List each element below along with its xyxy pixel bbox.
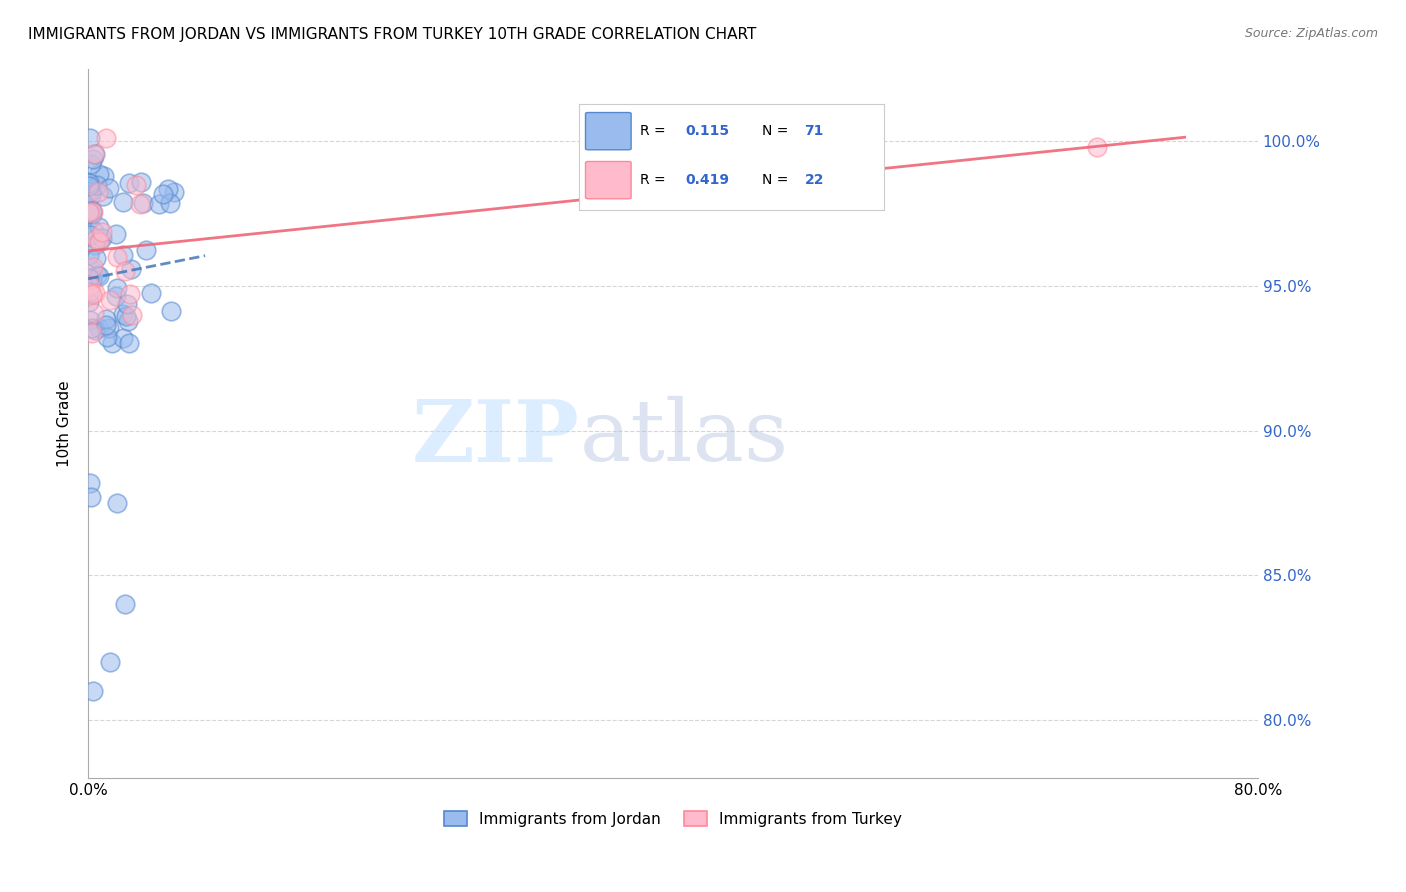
Point bbox=[132, 196, 155, 211]
Point bbox=[98, 293, 121, 308]
Point bbox=[82, 260, 104, 274]
Point bbox=[87, 321, 110, 335]
Point bbox=[87, 185, 110, 199]
Point bbox=[80, 262, 103, 277]
Point bbox=[96, 330, 118, 344]
Point bbox=[94, 318, 117, 332]
Point bbox=[111, 194, 134, 209]
Text: atlas: atlas bbox=[579, 396, 789, 479]
Point bbox=[94, 311, 117, 326]
Point bbox=[82, 287, 104, 301]
Point bbox=[118, 335, 141, 350]
Point bbox=[83, 323, 105, 337]
Point bbox=[82, 203, 104, 218]
Point bbox=[98, 181, 121, 195]
Point bbox=[152, 187, 174, 202]
Point bbox=[84, 147, 107, 161]
Point bbox=[82, 204, 104, 219]
Point bbox=[79, 312, 101, 326]
Point bbox=[79, 176, 101, 190]
Point bbox=[82, 684, 104, 698]
Point bbox=[80, 326, 103, 340]
Point bbox=[89, 268, 111, 283]
Point bbox=[125, 178, 148, 192]
Point bbox=[82, 204, 104, 219]
Point bbox=[129, 175, 152, 189]
Point bbox=[135, 243, 157, 257]
Point bbox=[80, 188, 103, 202]
Point bbox=[83, 306, 105, 320]
Point bbox=[160, 304, 183, 318]
Point bbox=[77, 176, 100, 190]
Point bbox=[77, 179, 100, 194]
Point bbox=[87, 234, 110, 248]
Point bbox=[105, 281, 128, 295]
Point bbox=[157, 181, 180, 195]
Point bbox=[1085, 139, 1108, 153]
Point bbox=[100, 335, 122, 350]
Point bbox=[79, 157, 101, 171]
Point bbox=[80, 320, 103, 334]
Point bbox=[114, 264, 136, 278]
Point bbox=[105, 250, 128, 264]
Point bbox=[77, 185, 100, 199]
Point bbox=[120, 262, 142, 277]
Point bbox=[118, 286, 141, 301]
Legend: Immigrants from Jordan, Immigrants from Turkey: Immigrants from Jordan, Immigrants from … bbox=[436, 803, 910, 834]
Point bbox=[98, 656, 121, 670]
Point bbox=[90, 225, 112, 239]
Point bbox=[79, 227, 101, 242]
Point bbox=[98, 321, 121, 335]
Point bbox=[84, 238, 107, 252]
Point bbox=[83, 223, 105, 237]
Text: IMMIGRANTS FROM JORDAN VS IMMIGRANTS FROM TURKEY 10TH GRADE CORRELATION CHART: IMMIGRANTS FROM JORDAN VS IMMIGRANTS FRO… bbox=[28, 27, 756, 42]
Point bbox=[77, 247, 100, 261]
Point bbox=[77, 295, 100, 310]
Point bbox=[80, 490, 103, 504]
Point bbox=[82, 272, 104, 286]
Point bbox=[79, 278, 101, 293]
Point bbox=[86, 178, 108, 192]
Y-axis label: 10th Grade: 10th Grade bbox=[58, 380, 72, 467]
Point bbox=[82, 207, 104, 221]
Point bbox=[86, 268, 108, 282]
Point bbox=[105, 496, 128, 510]
Point bbox=[141, 286, 163, 301]
Point bbox=[114, 598, 136, 612]
Point bbox=[84, 251, 107, 265]
Point bbox=[112, 307, 135, 321]
Point bbox=[79, 131, 101, 145]
Point bbox=[105, 227, 128, 241]
Point bbox=[112, 248, 135, 262]
Point bbox=[79, 185, 101, 199]
Point bbox=[105, 289, 128, 303]
Point bbox=[93, 169, 115, 184]
Point bbox=[114, 309, 136, 323]
Point bbox=[118, 176, 141, 190]
Point bbox=[94, 131, 117, 145]
Point bbox=[129, 196, 152, 211]
Point bbox=[87, 235, 110, 249]
Point bbox=[163, 186, 186, 200]
Point bbox=[79, 271, 101, 285]
Point bbox=[77, 204, 100, 219]
Point bbox=[121, 308, 143, 322]
Point bbox=[148, 197, 170, 211]
Point bbox=[79, 475, 101, 490]
Point bbox=[111, 331, 134, 345]
Point bbox=[87, 167, 110, 181]
Point bbox=[115, 297, 138, 311]
Point bbox=[83, 147, 105, 161]
Point bbox=[84, 232, 107, 246]
Text: ZIP: ZIP bbox=[412, 395, 579, 480]
Point bbox=[90, 230, 112, 244]
Text: Source: ZipAtlas.com: Source: ZipAtlas.com bbox=[1244, 27, 1378, 40]
Point bbox=[117, 314, 139, 328]
Point bbox=[91, 189, 114, 203]
Point bbox=[79, 285, 101, 299]
Point bbox=[83, 286, 105, 301]
Point bbox=[82, 152, 104, 166]
Point bbox=[159, 196, 181, 211]
Point bbox=[87, 219, 110, 234]
